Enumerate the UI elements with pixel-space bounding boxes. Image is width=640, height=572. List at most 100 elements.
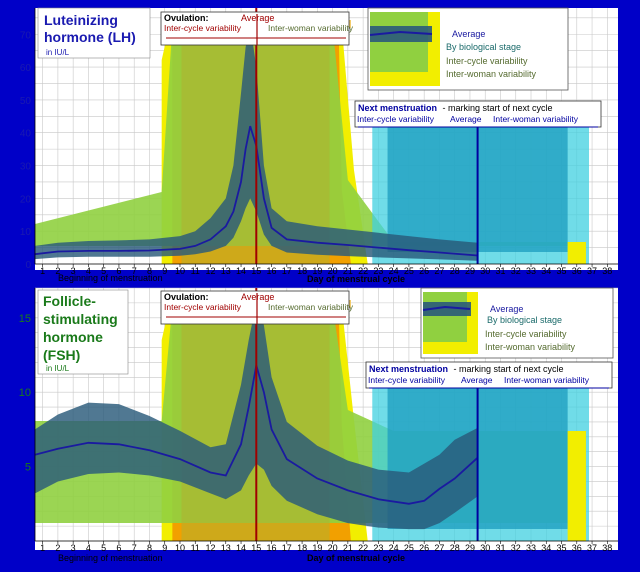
fsh-key-average: Average bbox=[490, 304, 523, 314]
lh-x-tick-label: 13 bbox=[221, 266, 231, 276]
fsh-title-line1: Follicle- bbox=[43, 293, 96, 309]
fsh-x-tick-label: 1 bbox=[40, 543, 45, 553]
lh-ovulation-inter-woman: Inter-woman variability bbox=[268, 23, 354, 33]
lh-y-tick-label: 60 bbox=[20, 63, 32, 74]
fsh-x-tick-label: 31 bbox=[495, 543, 505, 553]
fsh-x-tick-label: 17 bbox=[282, 543, 292, 553]
fsh-x-tick-label: 16 bbox=[267, 543, 277, 553]
lh-x-tick-label: 29 bbox=[465, 266, 475, 276]
lh-x-tick-label: 4 bbox=[86, 266, 91, 276]
fsh-menstruation-subtitle: - marking start of next cycle bbox=[454, 364, 564, 374]
lh-x-tick-label: 22 bbox=[358, 266, 368, 276]
lh-key-legend: Average By biological stage Inter-cycle … bbox=[367, 7, 569, 91]
fsh-x-tick-label: 24 bbox=[389, 543, 399, 553]
fsh-x-tick-label: 14 bbox=[236, 543, 246, 553]
lh-x-tick-label: 1 bbox=[40, 266, 45, 276]
fsh-x-tick-label: 4 bbox=[86, 543, 91, 553]
lh-x-tick-label: 34 bbox=[541, 266, 551, 276]
lh-menstruation-average: Average bbox=[450, 114, 482, 124]
lh-x-tick-label: 6 bbox=[116, 266, 121, 276]
lh-x-tick-label: 7 bbox=[132, 266, 137, 276]
fsh-ovulation-title: Ovulation: bbox=[164, 292, 209, 302]
fsh-x-tick-label: 29 bbox=[465, 543, 475, 553]
fsh-x-tick-label: 18 bbox=[297, 543, 307, 553]
fsh-key-green-swatch bbox=[423, 292, 467, 342]
lh-key-inter-woman: Inter-woman variability bbox=[446, 69, 537, 79]
fsh-x-tick-label: 36 bbox=[572, 543, 582, 553]
lh-x-tick-label: 10 bbox=[175, 266, 185, 276]
lh-average-line bbox=[34, 125, 478, 257]
fsh-unit: in IU/L bbox=[46, 364, 70, 373]
fsh-ovulation-legend: Ovulation: Average Inter-cycle variabili… bbox=[160, 290, 354, 325]
fsh-x-tick-label: 19 bbox=[312, 543, 322, 553]
fsh-axes: 1 2 3 4 5 6 7 8 9 10 11 12 13 14 15 16 17 18 19 20 21 22 23 24 2… bbox=[19, 288, 618, 553]
fsh-key-legend: Average By biological stage Inter-cycle … bbox=[420, 287, 614, 359]
lh-x-tick-label: 21 bbox=[343, 266, 353, 276]
fsh-x-tick-label: 12 bbox=[206, 543, 216, 553]
lh-x-tick-label: 24 bbox=[389, 266, 399, 276]
fsh-x-tick-label: 20 bbox=[328, 543, 338, 553]
lh-y-tick-label: 40 bbox=[20, 129, 32, 140]
fsh-x-tick-label: 2 bbox=[55, 543, 60, 553]
lh-x-tick-label: 31 bbox=[495, 266, 505, 276]
lh-x-tick-label: 28 bbox=[450, 266, 460, 276]
fsh-key-inter-woman: Inter-woman variability bbox=[485, 342, 576, 352]
lh-key-stage: By biological stage bbox=[446, 42, 521, 52]
fsh-ovulation-average: Average bbox=[241, 292, 274, 302]
lh-x-start-label: Beginning of menstruation bbox=[58, 273, 163, 283]
fsh-menstruation-title: Next menstruation bbox=[369, 364, 448, 374]
lh-y-tick-label: 30 bbox=[20, 162, 32, 173]
fsh-x-tick-label: 25 bbox=[404, 543, 414, 553]
fsh-x-tick-label: 11 bbox=[191, 543, 200, 553]
lh-menstruation-title: Next menstruation bbox=[358, 103, 437, 113]
lh-key-stage-swatch bbox=[370, 26, 432, 42]
fsh-key-inter-cycle: Inter-cycle variability bbox=[485, 329, 567, 339]
lh-x-tick-label: 16 bbox=[267, 266, 277, 276]
lh-x-tick-label: 37 bbox=[587, 266, 597, 276]
fsh-x-tick-label: 28 bbox=[450, 543, 460, 553]
fsh-x-tick-label: 23 bbox=[373, 543, 383, 553]
fsh-title-line2: stimulating bbox=[43, 311, 118, 327]
lh-key-average: Average bbox=[452, 29, 485, 39]
lh-title-line2: hormone (LH) bbox=[44, 29, 136, 45]
fsh-title-line4: (FSH) bbox=[43, 347, 80, 363]
lh-menstruation-inter-woman: Inter-woman variability bbox=[493, 114, 579, 124]
lh-x-tick-label: 3 bbox=[71, 266, 76, 276]
fsh-x-tick-label: 13 bbox=[221, 543, 231, 553]
lh-x-tick-label: 35 bbox=[557, 266, 567, 276]
svg-text:Next menstruation - ma: Next menstruation - marking start of nex… bbox=[369, 364, 564, 374]
fsh-marker-lines bbox=[255, 288, 479, 541]
lh-x-tick-label: 27 bbox=[434, 266, 444, 276]
fsh-menstruation-inter-cycle: Inter-cycle variability bbox=[368, 375, 446, 385]
lh-key-average-line bbox=[369, 30, 433, 36]
lh-x-tick-label: 36 bbox=[572, 266, 582, 276]
lh-x-tick-label: 30 bbox=[480, 266, 490, 276]
fsh-menstruation-average: Average bbox=[461, 375, 493, 385]
fsh-title-line3: hormone bbox=[43, 329, 103, 345]
lh-x-tick-label: 38 bbox=[602, 266, 612, 276]
lh-x-tick-label: 32 bbox=[511, 266, 521, 276]
lh-x-tick-label: 14 bbox=[236, 266, 246, 276]
fsh-x-tick-label: 30 bbox=[480, 543, 490, 553]
lh-x-tick-label: 12 bbox=[206, 266, 216, 276]
fsh-x-tick-label: 15 bbox=[251, 543, 261, 553]
fsh-key-average-line bbox=[422, 305, 471, 311]
lh-x-axis-label: Day of menstrual cycle bbox=[307, 274, 405, 284]
svg-text:Next menstruation - ma: Next menstruation - marking start of nex… bbox=[358, 103, 553, 113]
lh-menstruation-subtitle: - marking start of next cycle bbox=[443, 103, 553, 113]
lh-title-line1: Luteinizing bbox=[44, 12, 118, 28]
lh-y-tick-label: 0 bbox=[25, 260, 31, 271]
fsh-x-tick-label: 9 bbox=[162, 543, 167, 553]
fsh-x-start-label: Beginning of menstruation bbox=[58, 553, 163, 563]
fsh-x-tick-label: 10 bbox=[175, 543, 185, 553]
lh-y-tick-label: 20 bbox=[20, 194, 32, 205]
lh-y-tick-label: 10 bbox=[20, 227, 32, 238]
lh-variability-bands bbox=[35, 20, 590, 264]
lh-x-tick-label: 15 bbox=[251, 266, 261, 276]
lh-title-box bbox=[37, 7, 151, 59]
fsh-average-line bbox=[34, 365, 479, 505]
fsh-x-tick-label: 6 bbox=[116, 543, 121, 553]
fsh-x-axis-label: Day of menstrual cycle bbox=[307, 553, 405, 563]
lh-x-tick-label: 11 bbox=[191, 266, 200, 276]
fsh-y-tick-label: 5 bbox=[25, 462, 31, 474]
